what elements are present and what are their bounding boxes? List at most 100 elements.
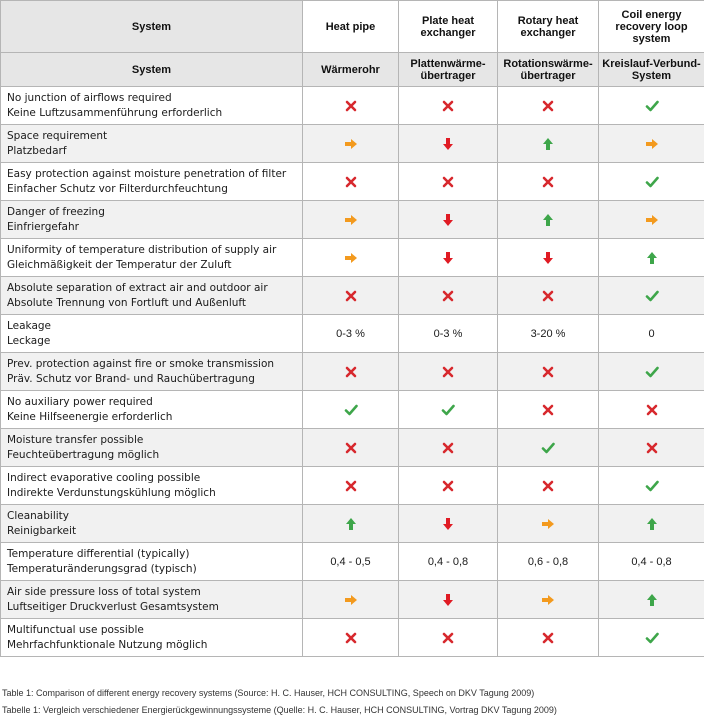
arrow-down-icon <box>441 251 455 265</box>
row-label-german: Absolute Trennung von Fortluft und Außen… <box>7 296 247 309</box>
row-label: Uniformity of temperature distribution o… <box>0 238 303 277</box>
table-row: Easy protection against moisture penetra… <box>0 162 704 201</box>
arrow-right-icon <box>344 251 358 265</box>
check-icon <box>645 365 659 379</box>
cell-coil-loop <box>598 352 704 391</box>
check-icon <box>441 403 455 417</box>
arrow-right-icon <box>645 137 659 151</box>
cell-plate-heat-exchanger <box>398 466 498 505</box>
cell-rotary-heat-exchanger <box>497 200 599 239</box>
cell-rotary-heat-exchanger <box>497 504 599 543</box>
cell-heat-pipe <box>302 466 399 505</box>
table-row: Temperature differential (typically) Temp… <box>0 542 704 581</box>
cell-heat-pipe <box>302 162 399 201</box>
caption-german: Tabelle 1: Vergleich verschiedener Energ… <box>2 705 557 715</box>
row-label-english: Danger of freezing <box>7 205 105 218</box>
row-label-german: Mehrfachfunktionale Nutzung möglich <box>7 638 208 651</box>
cross-icon <box>541 631 555 645</box>
table-row: Moisture transfer possible Feuchteübertra… <box>0 428 704 467</box>
table-body: No junction of airflows required Keine Lu… <box>0 86 704 657</box>
cell-plate-heat-exchanger <box>398 238 498 277</box>
cell-heat-pipe <box>302 124 399 163</box>
cross-icon <box>645 403 659 417</box>
cell-rotary-heat-exchanger <box>497 124 599 163</box>
cross-icon <box>344 289 358 303</box>
table-row: Indirect evaporative cooling possible Ind… <box>0 466 704 505</box>
header-system-en: System <box>0 0 303 53</box>
caption-english: Table 1: Comparison of different energy … <box>2 688 535 698</box>
row-label: Prev. protection against fire or smoke t… <box>0 352 303 391</box>
row-label-german: Feuchteübertragung möglich <box>7 448 160 461</box>
cell-rotary-heat-exchanger <box>497 466 599 505</box>
row-label: Indirect evaporative cooling possible Ind… <box>0 466 303 505</box>
check-icon <box>541 441 555 455</box>
cross-icon <box>344 99 358 113</box>
header-heat-pipe-de: Wärmerohr <box>302 52 399 87</box>
cell-plate-heat-exchanger <box>398 504 498 543</box>
cell-coil-loop <box>598 580 704 619</box>
cell-rotary-heat-exchanger <box>497 390 599 429</box>
cross-icon <box>541 175 555 189</box>
header-rotary-heat-exchanger-de: Rotationswärme-übertrager <box>497 52 599 87</box>
row-label-german: Reinigbarkeit <box>7 524 77 537</box>
table-row: Danger of freezing Einfriergefahr <box>0 200 704 239</box>
cross-icon <box>344 479 358 493</box>
check-icon <box>645 479 659 493</box>
cross-icon <box>344 441 358 455</box>
cross-icon <box>344 365 358 379</box>
cross-icon <box>344 631 358 645</box>
cell-rotary-heat-exchanger <box>497 162 599 201</box>
table-row: Absolute separation of extract air and o… <box>0 276 704 315</box>
header-coil-loop-de: Kreislauf-Verbund-System <box>598 52 704 87</box>
row-label: Cleanability Reinigbarkeit <box>0 504 303 543</box>
cell-heat-pipe <box>302 276 399 315</box>
cross-icon <box>645 441 659 455</box>
cell-heat-pipe <box>302 390 399 429</box>
cell-heat-pipe <box>302 86 399 125</box>
cell-plate-heat-exchanger <box>398 276 498 315</box>
cell-coil-loop: 0,4 - 0,8 <box>598 542 704 581</box>
arrow-right-icon <box>541 593 555 607</box>
table-row: Prev. protection against fire or smoke t… <box>0 352 704 391</box>
arrow-right-icon <box>541 517 555 531</box>
table-row: Multifunctual use possible Mehrfachfunkti… <box>0 618 704 657</box>
cell-plate-heat-exchanger <box>398 124 498 163</box>
row-label: No auxiliary power required Keine Hilfsee… <box>0 390 303 429</box>
table-row: Cleanability Reinigbarkeit <box>0 504 704 543</box>
cell-plate-heat-exchanger <box>398 352 498 391</box>
cross-icon <box>441 99 455 113</box>
arrow-down-icon <box>441 593 455 607</box>
row-label-english: Absolute separation of extract air and o… <box>7 281 268 294</box>
arrow-down-icon <box>441 137 455 151</box>
row-label-english: No auxiliary power required <box>7 395 153 408</box>
cell-plate-heat-exchanger: 0-3 % <box>398 314 498 353</box>
arrow-up-icon <box>645 251 659 265</box>
cell-coil-loop <box>598 428 704 467</box>
table-row: No auxiliary power required Keine Hilfsee… <box>0 390 704 429</box>
cell-coil-loop <box>598 504 704 543</box>
row-label-english: Indirect evaporative cooling possible <box>7 471 201 484</box>
header-heat-pipe-en: Heat pipe <box>302 0 399 53</box>
header-row-german: System Wärmerohr Plattenwärme-übertrager… <box>0 52 704 87</box>
row-label-english: Air side pressure loss of total system <box>7 585 201 598</box>
table-row: Leakage Leckage 0-3 % 0-3 % 3-20 % 0 <box>0 314 704 353</box>
row-label-german: Temperaturänderungsgrad (typisch) <box>7 562 197 575</box>
row-label: Easy protection against moisture penetra… <box>0 162 303 201</box>
arrow-right-icon <box>344 137 358 151</box>
row-label-english: Easy protection against moisture penetra… <box>7 167 287 180</box>
cell-coil-loop <box>598 618 704 657</box>
comparison-table: System Heat pipe Plate heat exchanger Ro… <box>0 0 704 657</box>
header-rotary-heat-exchanger-en: Rotary heat exchanger <box>497 0 599 53</box>
cross-icon <box>541 99 555 113</box>
cross-icon <box>441 289 455 303</box>
arrow-up-icon <box>645 593 659 607</box>
cell-coil-loop <box>598 162 704 201</box>
header-row-english: System Heat pipe Plate heat exchanger Ro… <box>0 0 704 53</box>
cell-coil-loop <box>598 390 704 429</box>
cross-icon <box>541 365 555 379</box>
header-coil-loop-en: Coil energy recovery loop system <box>598 0 704 53</box>
row-label: Leakage Leckage <box>0 314 303 353</box>
check-icon <box>645 99 659 113</box>
cross-icon <box>541 289 555 303</box>
arrow-down-icon <box>441 517 455 531</box>
